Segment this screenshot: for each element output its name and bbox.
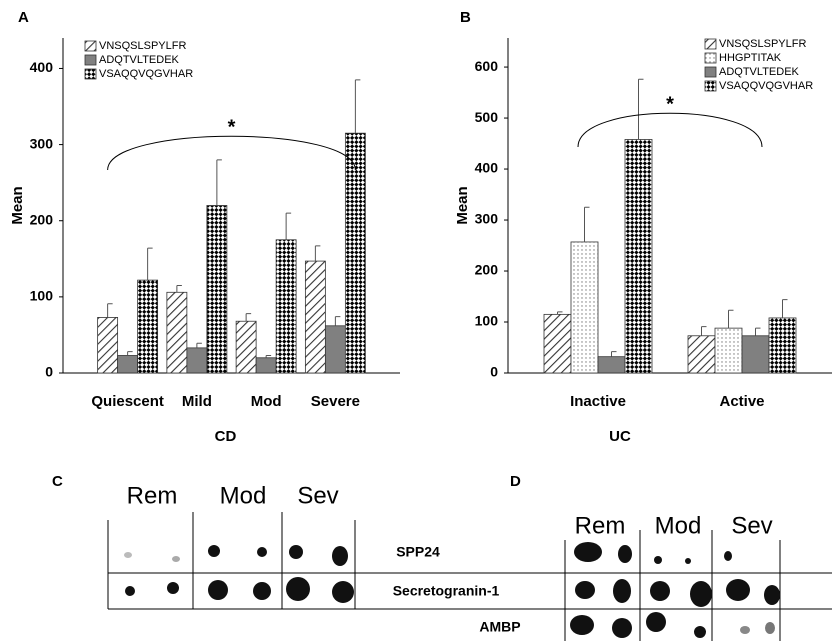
legend-swatch [705,81,716,91]
legend-label: ADQTVLTEDEK [99,54,180,66]
bar [305,261,325,373]
bar [688,336,715,373]
y-tick-label: 300 [30,135,54,151]
legend-label: VNSQSLSPYLFR [719,38,806,50]
bar [138,280,158,373]
y-tick-label: 300 [475,211,499,227]
error-bar [729,310,734,328]
legend-swatch [85,55,96,65]
bar [571,242,598,373]
legend-label: VNSQSLSPYLFR [99,40,186,52]
panel-label: C [52,473,63,490]
annotation: * [228,116,236,138]
legend-label: VSAQQVQGVHAR [719,80,813,92]
legend-swatch [705,53,716,63]
column-header: Rem [575,512,626,539]
bar [187,348,207,373]
bar [207,206,227,374]
panel-label: A [18,9,29,26]
bar [598,357,625,373]
dot-blots: C Rem Mod Sev SPP24 Secretogranin-1 AMBP… [52,473,832,641]
bar [167,292,187,373]
error-bar [355,80,360,133]
error-bar [612,352,617,357]
y-tick-label: 600 [475,58,499,74]
row-label: AMBP [479,619,520,635]
row-label: Secretogranin-1 [393,583,500,599]
y-tick-label: 0 [490,364,498,380]
y-tick-label: 400 [475,160,499,176]
y-tick-label: 400 [30,59,54,75]
y-axis-label: Mean [454,186,471,224]
error-bar [246,314,251,322]
error-bar [108,304,113,318]
row-label: SPP24 [396,544,440,560]
page: C Rem Mod Sev SPP24 Secretogranin-1 AMBP… [0,0,832,641]
x-axis-label: UC [609,428,631,445]
error-bar [148,248,153,280]
column-header: Rem [127,482,178,509]
bar [325,326,345,373]
y-tick-label: 200 [475,262,499,278]
error-bar [702,327,707,336]
legend-swatch [705,39,716,49]
panel-label: D [510,473,521,490]
legend-swatch [85,69,96,79]
y-tick-label: 0 [45,364,53,380]
error-bar [585,207,590,242]
x-tick-label: Mod [251,393,282,410]
error-bar [217,160,222,206]
panel-label: B [460,9,471,26]
column-header: Sev [731,512,772,539]
error-bar [128,352,133,356]
bar [236,321,256,373]
bar [544,314,571,373]
x-tick-label: Inactive [570,393,626,410]
significance-bracket [578,113,762,147]
bar [742,336,769,373]
error-bar [315,246,320,261]
blot-grid [108,512,832,641]
y-tick-label: 200 [30,211,54,227]
error-bar [335,317,340,326]
x-axis-label: CD [215,428,237,445]
bar [625,139,652,373]
legend-label: HHGPTITAK [719,52,782,64]
bar [256,358,276,373]
bar [98,317,118,373]
significance-bracket [108,136,356,170]
column-header: Mod [220,482,267,509]
legend-label: VSAQQVQGVHAR [99,68,193,80]
legend-label: ADQTVLTEDEK [719,66,800,78]
column-header: Sev [297,482,338,509]
x-tick-label: Severe [311,393,360,410]
y-tick-label: 100 [475,313,499,329]
x-tick-label: Mild [182,393,212,410]
error-bar [639,79,644,139]
legend-swatch [85,41,96,51]
x-tick-label: Quiescent [91,393,164,410]
bar [118,355,138,373]
x-tick-label: Active [719,393,764,410]
error-bar [756,328,761,336]
error-bar [197,343,202,348]
error-bar [783,300,788,318]
error-bar [177,285,182,292]
column-header: Mod [655,512,702,539]
y-tick-label: 500 [475,109,499,125]
bar [769,318,796,373]
y-tick-label: 100 [30,288,54,304]
annotation: * [666,93,674,115]
bar [715,328,742,373]
figure: C Rem Mod Sev SPP24 Secretogranin-1 AMBP… [0,0,832,641]
y-axis-label: Mean [9,186,26,224]
bar [276,240,296,373]
legend-swatch [705,67,716,77]
error-bar [286,213,291,240]
